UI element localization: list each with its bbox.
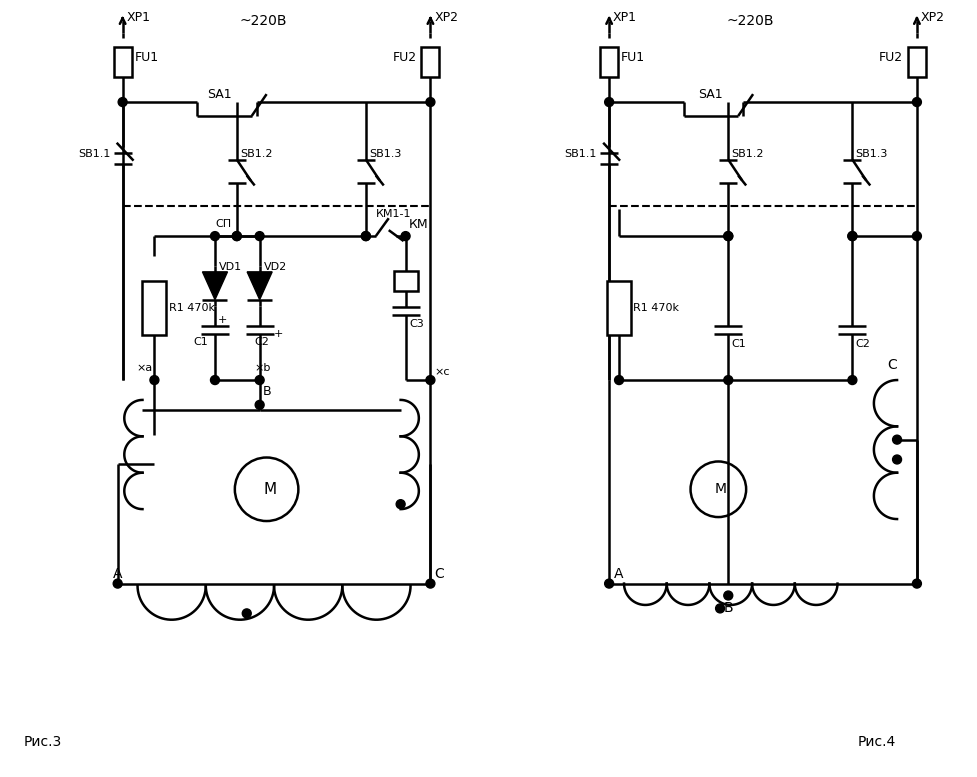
Text: SB1.3: SB1.3	[368, 148, 401, 159]
Text: СП: СП	[215, 219, 231, 229]
Circle shape	[426, 375, 435, 385]
Text: VD2: VD2	[264, 262, 286, 272]
Polygon shape	[202, 272, 228, 300]
Text: B: B	[263, 385, 271, 399]
Text: ХР2: ХР2	[434, 11, 458, 24]
Circle shape	[912, 98, 920, 106]
Text: C: C	[434, 566, 444, 580]
Circle shape	[723, 232, 732, 241]
Text: SB1.1: SB1.1	[564, 148, 596, 159]
Text: +: +	[218, 315, 227, 326]
Text: M: M	[263, 482, 276, 497]
Text: SB1.2: SB1.2	[731, 148, 763, 159]
Circle shape	[255, 375, 264, 385]
Circle shape	[210, 232, 219, 241]
Text: FU1: FU1	[135, 51, 158, 64]
Circle shape	[149, 375, 158, 385]
Text: +: +	[274, 329, 282, 340]
Text: R1 470k: R1 470k	[169, 303, 215, 313]
Circle shape	[361, 232, 370, 241]
Text: ~220В: ~220В	[239, 14, 287, 28]
Text: ×c: ×c	[434, 367, 449, 377]
Circle shape	[847, 232, 856, 241]
Text: FU1: FU1	[620, 51, 645, 64]
Text: C1: C1	[192, 337, 208, 347]
Text: SB1.2: SB1.2	[239, 148, 272, 159]
Circle shape	[847, 375, 856, 385]
Circle shape	[255, 232, 264, 241]
Bar	[607, 280, 630, 336]
Text: FU2: FU2	[878, 51, 903, 64]
Text: Рис.3: Рис.3	[23, 736, 62, 750]
Circle shape	[242, 609, 251, 618]
Circle shape	[113, 579, 122, 588]
Circle shape	[723, 375, 732, 385]
Text: ХР1: ХР1	[613, 11, 636, 24]
Text: M: M	[713, 483, 726, 497]
Circle shape	[892, 455, 901, 464]
Text: SA1: SA1	[698, 88, 722, 100]
Text: VD1: VD1	[219, 262, 242, 272]
Circle shape	[255, 400, 264, 409]
Text: Рис.4: Рис.4	[857, 736, 895, 750]
Text: ХР2: ХР2	[920, 11, 944, 24]
Bar	[421, 47, 439, 77]
Circle shape	[210, 375, 219, 385]
Text: КМ: КМ	[408, 218, 428, 231]
Circle shape	[118, 98, 127, 106]
Text: FU2: FU2	[393, 51, 416, 64]
Bar	[113, 47, 132, 77]
Bar	[907, 47, 925, 77]
Circle shape	[604, 579, 613, 588]
Text: SB1.3: SB1.3	[855, 148, 887, 159]
Circle shape	[396, 500, 404, 509]
Circle shape	[912, 232, 920, 241]
Text: C: C	[886, 358, 896, 372]
Circle shape	[426, 98, 435, 106]
Circle shape	[401, 232, 409, 241]
Text: C3: C3	[409, 319, 424, 329]
Circle shape	[723, 591, 732, 600]
Circle shape	[847, 232, 856, 241]
Text: КМ1-1: КМ1-1	[375, 209, 411, 219]
Text: C2: C2	[855, 340, 870, 350]
Text: SB1.1: SB1.1	[78, 148, 110, 159]
Circle shape	[892, 435, 901, 444]
Text: C1: C1	[731, 340, 745, 350]
Text: SA1: SA1	[207, 88, 232, 100]
Text: ×a: ×a	[137, 363, 152, 373]
Circle shape	[426, 579, 435, 588]
Bar	[394, 271, 417, 291]
Polygon shape	[247, 272, 272, 300]
Text: A: A	[614, 566, 623, 580]
Text: ~220В: ~220В	[726, 14, 773, 28]
Circle shape	[614, 375, 623, 385]
Text: R1 470k: R1 470k	[632, 303, 678, 313]
Circle shape	[233, 232, 241, 241]
Text: A: A	[112, 566, 122, 580]
Circle shape	[715, 604, 724, 613]
Bar	[143, 280, 166, 336]
Text: ХР1: ХР1	[126, 11, 150, 24]
Text: ×b: ×b	[254, 363, 271, 373]
Circle shape	[604, 98, 613, 106]
Bar	[600, 47, 617, 77]
Text: C2: C2	[254, 337, 270, 347]
Text: B: B	[723, 601, 732, 615]
Circle shape	[912, 579, 920, 588]
Circle shape	[233, 232, 241, 241]
Circle shape	[361, 232, 370, 241]
Circle shape	[723, 232, 732, 241]
